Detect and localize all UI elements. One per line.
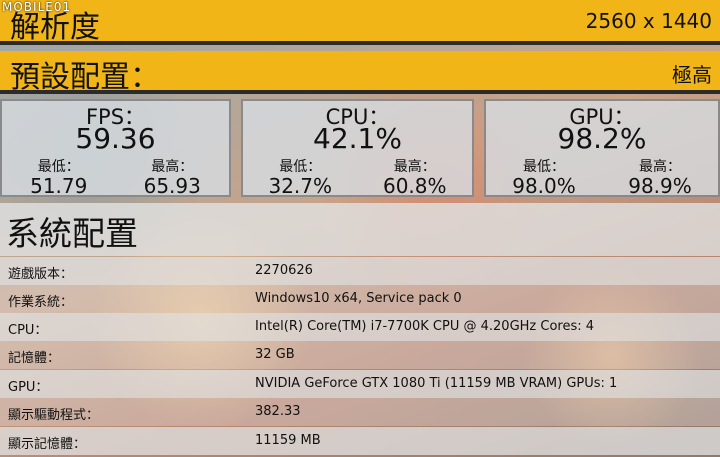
- fps-max: 最高： 65.93: [116, 156, 230, 198]
- system-row-key: 顯示驅動程式：: [8, 408, 100, 423]
- fps-min-label: 最低：: [37, 159, 80, 175]
- cpu-min-value: 32.7%: [268, 174, 333, 198]
- preset-bar: 預設配置： 極高: [0, 51, 720, 95]
- cpu-min-label: 最低：: [279, 159, 322, 175]
- preset-label: 預設配置：: [10, 60, 160, 95]
- cpu-title: CPU：: [325, 105, 390, 129]
- fps-max-label: 最高：: [151, 159, 194, 175]
- resolution-value: 2560 x 1440: [585, 9, 712, 33]
- system-row: 作業系統： Windows10 x64, Service pack 0: [0, 285, 720, 313]
- fps-min-value: 51.79: [30, 174, 88, 198]
- gpu-min-value: 98.0%: [512, 174, 576, 198]
- system-row-value: 32 GB: [255, 347, 295, 362]
- system-row: 遊戲版本： 2270626: [0, 257, 720, 285]
- system-row: 顯示驅動程式： 382.33: [0, 398, 720, 426]
- system-row-key: 作業系統：: [8, 295, 74, 310]
- cpu-max-value: 60.8%: [382, 174, 447, 198]
- system-config-title: 系統配置: [0, 203, 720, 256]
- system-row-key: 顯示記憶體：: [8, 437, 87, 452]
- system-row-value: 382.33: [255, 404, 301, 419]
- gpu-average: 98.2%: [557, 122, 647, 155]
- cpu-stat-panel: CPU： 42.1% 最低： 32.7% 最高： 60.8%: [241, 99, 474, 198]
- fps-average: 59.36: [75, 122, 156, 155]
- system-row: 記憶體： 32 GB: [0, 341, 720, 369]
- cpu-min: 最低： 32.7%: [243, 156, 358, 198]
- system-row-value: 11159 MB: [255, 433, 321, 448]
- fps-max-value: 65.93: [143, 174, 201, 198]
- fps-title: FPS：: [85, 105, 146, 129]
- system-row-key: 遊戲版本：: [8, 267, 74, 282]
- system-row-key: 記憶體：: [8, 351, 61, 366]
- system-row-key: GPU：: [8, 380, 49, 395]
- watermark-logo: MOBILE01: [2, 0, 72, 14]
- fps-min: 最低： 51.79: [2, 156, 116, 198]
- cpu-average: 42.1%: [313, 122, 402, 155]
- gpu-title: GPU：: [569, 105, 635, 129]
- system-row: 顯示記憶體： 11159 MB: [0, 427, 720, 455]
- gpu-min: 最低： 98.0%: [486, 156, 602, 198]
- cpu-max: 最高： 60.8%: [358, 156, 473, 198]
- preset-value: 極高: [672, 63, 712, 87]
- system-row: CPU： Intel(R) Core(TM) i7-7700K CPU @ 4.…: [0, 313, 720, 341]
- cpu-max-label: 最高：: [393, 159, 436, 175]
- gpu-max-value: 98.9%: [628, 174, 692, 198]
- gpu-min-label: 最低：: [523, 159, 565, 175]
- system-row-value: Intel(R) Core(TM) i7-7700K CPU @ 4.20GHz…: [255, 319, 595, 334]
- fps-stat-panel: FPS： 59.36 最低： 51.79 最高： 65.93: [0, 99, 231, 198]
- system-row-key: CPU：: [8, 323, 48, 338]
- gpu-max-label: 最高：: [639, 159, 681, 175]
- resolution-bar: 解析度 2560 x 1440: [0, 0, 720, 45]
- system-row-value: 2270626: [255, 263, 313, 278]
- system-row-value: NVIDIA GeForce GTX 1080 Ti (11159 MB VRA…: [255, 376, 618, 391]
- system-row: GPU： NVIDIA GeForce GTX 1080 Ti (11159 M…: [0, 370, 720, 398]
- gpu-stat-panel: GPU： 98.2% 最低： 98.0% 最高： 98.9%: [484, 99, 720, 198]
- resolution-label: 解析度: [10, 10, 100, 45]
- system-row-value: Windows10 x64, Service pack 0: [255, 291, 462, 306]
- gpu-max: 最高： 98.9%: [602, 156, 718, 198]
